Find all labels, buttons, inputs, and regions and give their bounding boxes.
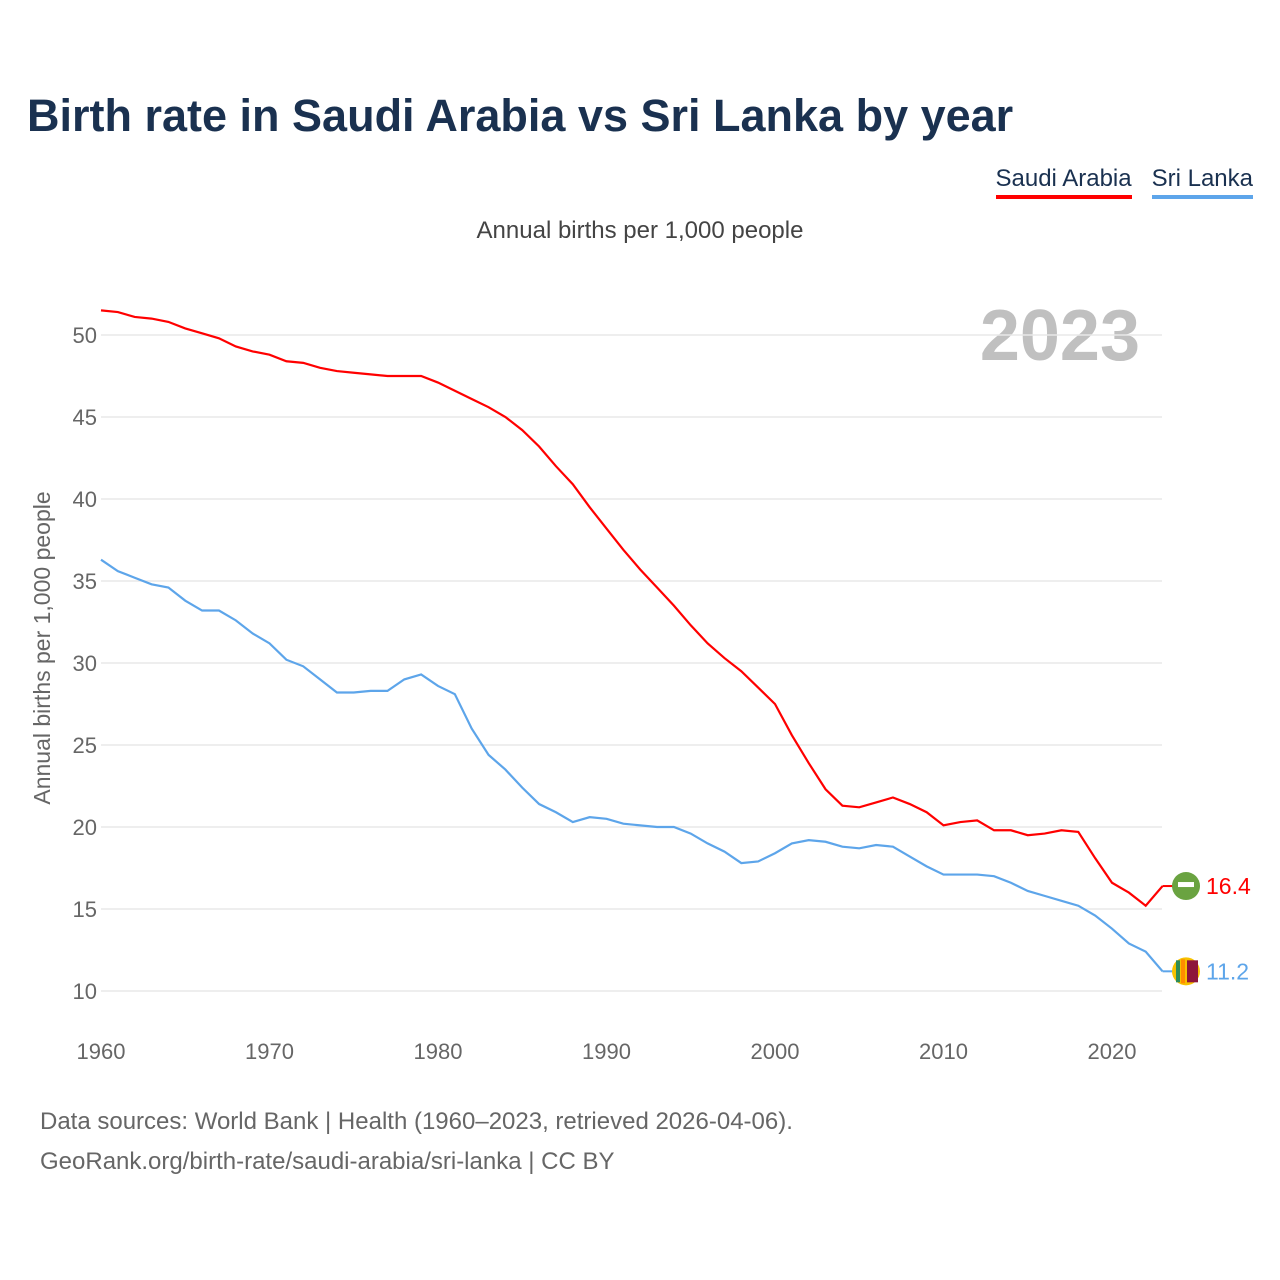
y-tick-label: 25 — [73, 733, 97, 758]
x-tick-label: 1980 — [414, 1039, 463, 1064]
y-tick-label: 20 — [73, 815, 97, 840]
legend: Saudi Arabia Sri Lanka — [995, 165, 1253, 199]
y-tick-label: 10 — [73, 979, 97, 1004]
y-tick-label: 40 — [73, 487, 97, 512]
footer-link[interactable]: GeoRank.org/birth-rate/saudi-arabia/sri-… — [40, 1148, 615, 1175]
year-label: 2023 — [980, 296, 1140, 376]
x-tick-label: 2010 — [919, 1039, 968, 1064]
x-tick-label: 1970 — [245, 1039, 294, 1064]
legend-saudi-arabia[interactable]: Saudi Arabia — [995, 165, 1132, 199]
flag-emblem — [1178, 882, 1194, 888]
y-tick-label: 15 — [73, 897, 97, 922]
saudi-arabia-flag-icon — [1172, 872, 1200, 901]
x-tick-label: 1960 — [77, 1039, 126, 1064]
x-tick-label: 1990 — [582, 1039, 631, 1064]
sri-lanka-flag-icon — [1172, 957, 1200, 986]
y-tick-label: 45 — [73, 405, 97, 430]
chart-title: Birth rate in Saudi Arabia vs Sri Lanka … — [27, 90, 1014, 141]
end-value-label: 11.2 — [1206, 958, 1249, 984]
flag-stripe-green — [1176, 960, 1180, 983]
footer-source: Data sources: World Bank | Health (1960–… — [40, 1108, 793, 1135]
legend-sri-lanka[interactable]: Sri Lanka — [1151, 165, 1253, 199]
end-value-label: 16.4 — [1206, 873, 1251, 899]
series-line-sri-lanka — [100, 558, 1164, 973]
series-line-saudi-arabia — [100, 309, 1164, 908]
flag-field — [1187, 960, 1198, 983]
y-tick-label: 35 — [73, 569, 97, 594]
x-tick-label: 2000 — [751, 1039, 800, 1064]
chart-subtitle: Annual births per 1,000 people — [476, 217, 804, 244]
y-axis-label: Annual births per 1,000 people — [29, 491, 55, 804]
y-tick-label: 50 — [73, 323, 97, 348]
x-tick-label: 2020 — [1088, 1039, 1137, 1064]
flag-stripe-orange — [1181, 959, 1185, 984]
y-tick-label: 30 — [73, 651, 97, 676]
